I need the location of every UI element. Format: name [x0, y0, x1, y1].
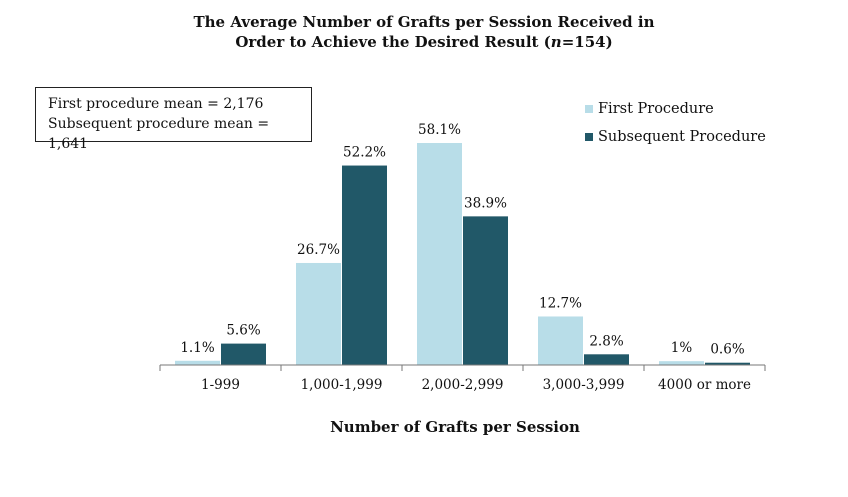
- data-label-first-3: 12.7%: [539, 295, 582, 311]
- bar-subsequent-1: [342, 165, 387, 365]
- data-label-first-0: 1.1%: [180, 340, 214, 356]
- chart-legend: First Procedure Subsequent Procedure: [585, 95, 766, 151]
- bar-first-0: [175, 360, 220, 365]
- x-tick-label-3: 3,000-3,999: [543, 377, 625, 393]
- data-label-subsequent-0: 5.6%: [226, 323, 260, 339]
- bar-first-1: [296, 262, 341, 365]
- x-tick-label-4: 4000 or more: [658, 377, 751, 393]
- bar-subsequent-0: [221, 343, 266, 365]
- bar-first-3: [538, 316, 583, 365]
- chart-title-line1: The Average Number of Grafts per Session…: [193, 13, 655, 31]
- chart-title: The Average Number of Grafts per Session…: [0, 12, 848, 52]
- first-procedure-mean: First procedure mean = 2,176: [48, 96, 264, 112]
- x-tick-label-1: 1,000-1,999: [301, 377, 383, 393]
- data-label-subsequent-1: 52.2%: [343, 145, 386, 161]
- legend-label-first: First Procedure: [598, 101, 714, 117]
- legend-swatch-first: [585, 105, 593, 113]
- legend-item-first: First Procedure: [585, 95, 766, 123]
- x-axis-label: Number of Grafts per Session: [330, 418, 580, 436]
- data-label-first-4: 1%: [671, 340, 693, 356]
- legend-label-subsequent: Subsequent Procedure: [598, 129, 766, 145]
- subsequent-procedure-mean: Subsequent procedure mean = 1,641: [48, 116, 270, 152]
- data-label-first-1: 26.7%: [297, 242, 340, 258]
- bar-subsequent-4: [705, 362, 750, 365]
- mean-annotation-box: First procedure mean = 2,176 Subsequent …: [35, 87, 312, 152]
- x-tick-label-2: 2,000-2,999: [422, 377, 504, 393]
- bar-subsequent-2: [463, 216, 508, 365]
- bar-first-4: [659, 361, 704, 365]
- legend-swatch-subsequent: [585, 133, 593, 141]
- x-tick-label-0: 1-999: [201, 377, 240, 393]
- bar-subsequent-3: [584, 354, 629, 365]
- data-label-subsequent-4: 0.6%: [710, 342, 744, 358]
- data-label-subsequent-2: 38.9%: [464, 195, 507, 211]
- data-label-subsequent-3: 2.8%: [589, 333, 623, 349]
- chart-title-line2: Order to Achieve the Desired Result (n=1…: [235, 33, 613, 51]
- bar-first-2: [417, 143, 462, 365]
- data-label-first-2: 58.1%: [418, 122, 461, 138]
- legend-item-subsequent: Subsequent Procedure: [585, 123, 766, 151]
